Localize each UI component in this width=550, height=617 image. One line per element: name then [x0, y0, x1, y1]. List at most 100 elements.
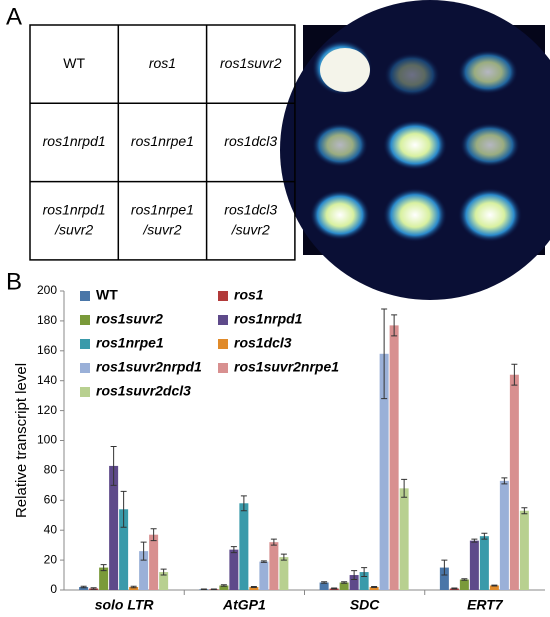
bar — [349, 575, 359, 590]
bar — [219, 585, 229, 590]
y-tick-label: 140 — [37, 373, 57, 387]
error-bar — [90, 587, 97, 590]
legend-label: ros1suvr2dcl3 — [96, 383, 191, 399]
bar — [459, 579, 469, 590]
error-bar — [511, 363, 518, 386]
y-tick-label: 60 — [44, 492, 58, 506]
legend-label: WT — [96, 287, 118, 303]
error-bar — [341, 581, 348, 584]
legend-swatch — [80, 291, 90, 301]
legend-swatch — [218, 315, 228, 325]
bar — [159, 572, 169, 590]
bar — [509, 374, 519, 590]
legend-swatch — [218, 363, 228, 373]
genotype-label: ros1dcl3 — [224, 133, 277, 149]
bar — [359, 572, 369, 590]
error-bar — [401, 478, 408, 498]
genotype-label: ros1nrpe1 — [131, 201, 194, 217]
error-bar — [361, 567, 368, 578]
error-bar — [491, 584, 498, 587]
y-tick-label: 0 — [50, 582, 57, 596]
y-tick-label: 120 — [37, 403, 57, 417]
bar — [139, 551, 149, 590]
legend-swatch — [218, 339, 228, 349]
bar — [109, 465, 119, 590]
error-bar — [461, 578, 468, 581]
bar — [479, 536, 489, 590]
error-bar — [200, 588, 207, 591]
bar — [489, 585, 499, 590]
bar — [369, 587, 379, 590]
bar — [249, 587, 259, 590]
error-bar — [130, 585, 137, 589]
error-bar — [351, 570, 358, 581]
legend-label: ros1suvr2 — [96, 311, 163, 327]
legend-label: ros1suvr2nrpe1 — [234, 359, 339, 375]
y-tick-label: 80 — [44, 463, 58, 477]
genotype-label: /suvr2 — [142, 221, 181, 237]
legend-swatch — [80, 363, 90, 373]
genotype-label: WT — [63, 55, 85, 71]
x-tick-label: ERT7 — [467, 597, 504, 613]
bar — [469, 540, 479, 590]
bar — [319, 582, 329, 590]
genotype-label: ros1dcl3 — [224, 201, 277, 217]
y-axis-label: Relative transcript level — [13, 363, 30, 518]
legend-swatch — [80, 387, 90, 397]
bar — [129, 587, 139, 590]
error-bar — [260, 560, 267, 563]
error-bar — [140, 541, 147, 561]
genotype-label: /suvr2 — [54, 221, 93, 237]
bar — [259, 561, 269, 590]
error-bar — [481, 532, 488, 540]
error-bar — [250, 586, 257, 588]
error-bar — [110, 445, 117, 486]
bar — [399, 488, 409, 590]
y-tick-label: 180 — [37, 313, 57, 327]
genotype-label: ros1nrpd1 — [43, 133, 106, 149]
error-bar — [521, 507, 528, 515]
error-bar — [210, 588, 217, 591]
bar — [99, 567, 109, 590]
error-bar — [270, 538, 277, 546]
bar — [339, 582, 349, 590]
legend-swatch — [218, 291, 228, 301]
error-bar — [331, 587, 338, 590]
error-bar — [230, 546, 237, 554]
error-bar — [381, 308, 388, 400]
y-tick-label: 200 — [37, 283, 57, 297]
error-bar — [80, 585, 87, 589]
error-bar — [160, 568, 167, 576]
bar — [119, 509, 129, 590]
x-tick-label: solo LTR — [95, 597, 155, 613]
bar — [379, 353, 389, 590]
legend-label: ros1 — [234, 287, 264, 303]
bar — [439, 567, 449, 590]
error-bar — [451, 587, 458, 590]
bar — [229, 549, 239, 590]
legend-swatch — [80, 339, 90, 349]
bar — [499, 480, 509, 590]
legend-label: ros1nrpe1 — [96, 335, 164, 351]
error-bar — [391, 314, 398, 337]
error-bar — [120, 490, 127, 528]
y-tick-label: 160 — [37, 343, 57, 357]
y-tick-label: 20 — [44, 552, 58, 566]
legend-label: ros1suvr2nrpd1 — [96, 359, 202, 375]
panel-label: A — [6, 3, 22, 30]
bar — [149, 534, 159, 590]
legend-swatch — [80, 315, 90, 325]
photo — [280, 0, 550, 300]
legend-label: ros1nrpd1 — [234, 311, 303, 327]
error-bar — [100, 564, 107, 572]
bar — [389, 325, 399, 590]
x-tick-label: AtGP1 — [222, 597, 266, 613]
grid-frame — [29, 24, 296, 261]
error-bar — [371, 586, 378, 588]
bar — [519, 510, 529, 590]
error-bar — [150, 528, 157, 542]
error-bar — [220, 584, 227, 587]
genotype-label: ros1suvr2 — [220, 55, 282, 71]
error-bar — [471, 538, 478, 543]
